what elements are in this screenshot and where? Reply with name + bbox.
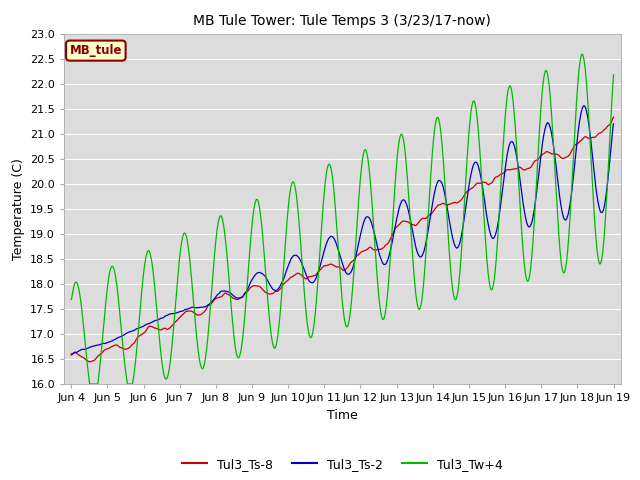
Y-axis label: Temperature (C): Temperature (C) bbox=[12, 158, 24, 260]
Tul3_Ts-8 bbox=[132, 337, 140, 343]
Tul3_Ts-2 bbox=[610, 121, 618, 127]
Tul3_Tw+4 bbox=[86, 381, 94, 387]
Tul3_Ts-2 bbox=[131, 327, 139, 333]
Tul3_Ts-8 bbox=[309, 273, 317, 279]
Tul3_Ts-2 bbox=[298, 259, 305, 265]
Tul3_Ts-8 bbox=[109, 343, 117, 348]
Tul3_Ts-2 bbox=[580, 103, 588, 108]
Tul3_Tw+4 bbox=[298, 254, 305, 260]
Line: Tul3_Ts-2: Tul3_Ts-2 bbox=[71, 106, 614, 354]
Line: Tul3_Tw+4: Tul3_Tw+4 bbox=[71, 54, 614, 384]
Line: Tul3_Ts-8: Tul3_Ts-8 bbox=[71, 117, 614, 362]
Tul3_Tw+4 bbox=[309, 329, 317, 335]
Title: MB Tule Tower: Tule Temps 3 (3/23/17-now): MB Tule Tower: Tule Temps 3 (3/23/17-now… bbox=[193, 14, 492, 28]
Tul3_Tw+4 bbox=[132, 358, 140, 363]
Tul3_Tw+4 bbox=[67, 297, 75, 302]
Tul3_Ts-8 bbox=[86, 359, 93, 365]
Text: MB_tule: MB_tule bbox=[70, 44, 122, 57]
Tul3_Ts-8 bbox=[67, 352, 75, 358]
Tul3_Ts-2 bbox=[109, 337, 117, 343]
Tul3_Ts-2 bbox=[319, 255, 326, 261]
Tul3_Ts-8 bbox=[610, 114, 618, 120]
Tul3_Ts-8 bbox=[298, 273, 305, 278]
Tul3_Tw+4 bbox=[610, 72, 618, 78]
Tul3_Ts-2 bbox=[67, 351, 75, 357]
X-axis label: Time: Time bbox=[327, 408, 358, 421]
Tul3_Ts-2 bbox=[308, 280, 316, 286]
Tul3_Tw+4 bbox=[109, 265, 117, 271]
Tul3_Ts-2 bbox=[376, 252, 384, 258]
Legend: Tul3_Ts-8, Tul3_Ts-2, Tul3_Tw+4: Tul3_Ts-8, Tul3_Ts-2, Tul3_Tw+4 bbox=[177, 453, 508, 476]
Tul3_Tw+4 bbox=[579, 51, 586, 57]
Tul3_Ts-8 bbox=[376, 247, 384, 252]
Tul3_Tw+4 bbox=[319, 209, 326, 215]
Tul3_Tw+4 bbox=[376, 306, 384, 312]
Tul3_Ts-8 bbox=[319, 264, 326, 270]
